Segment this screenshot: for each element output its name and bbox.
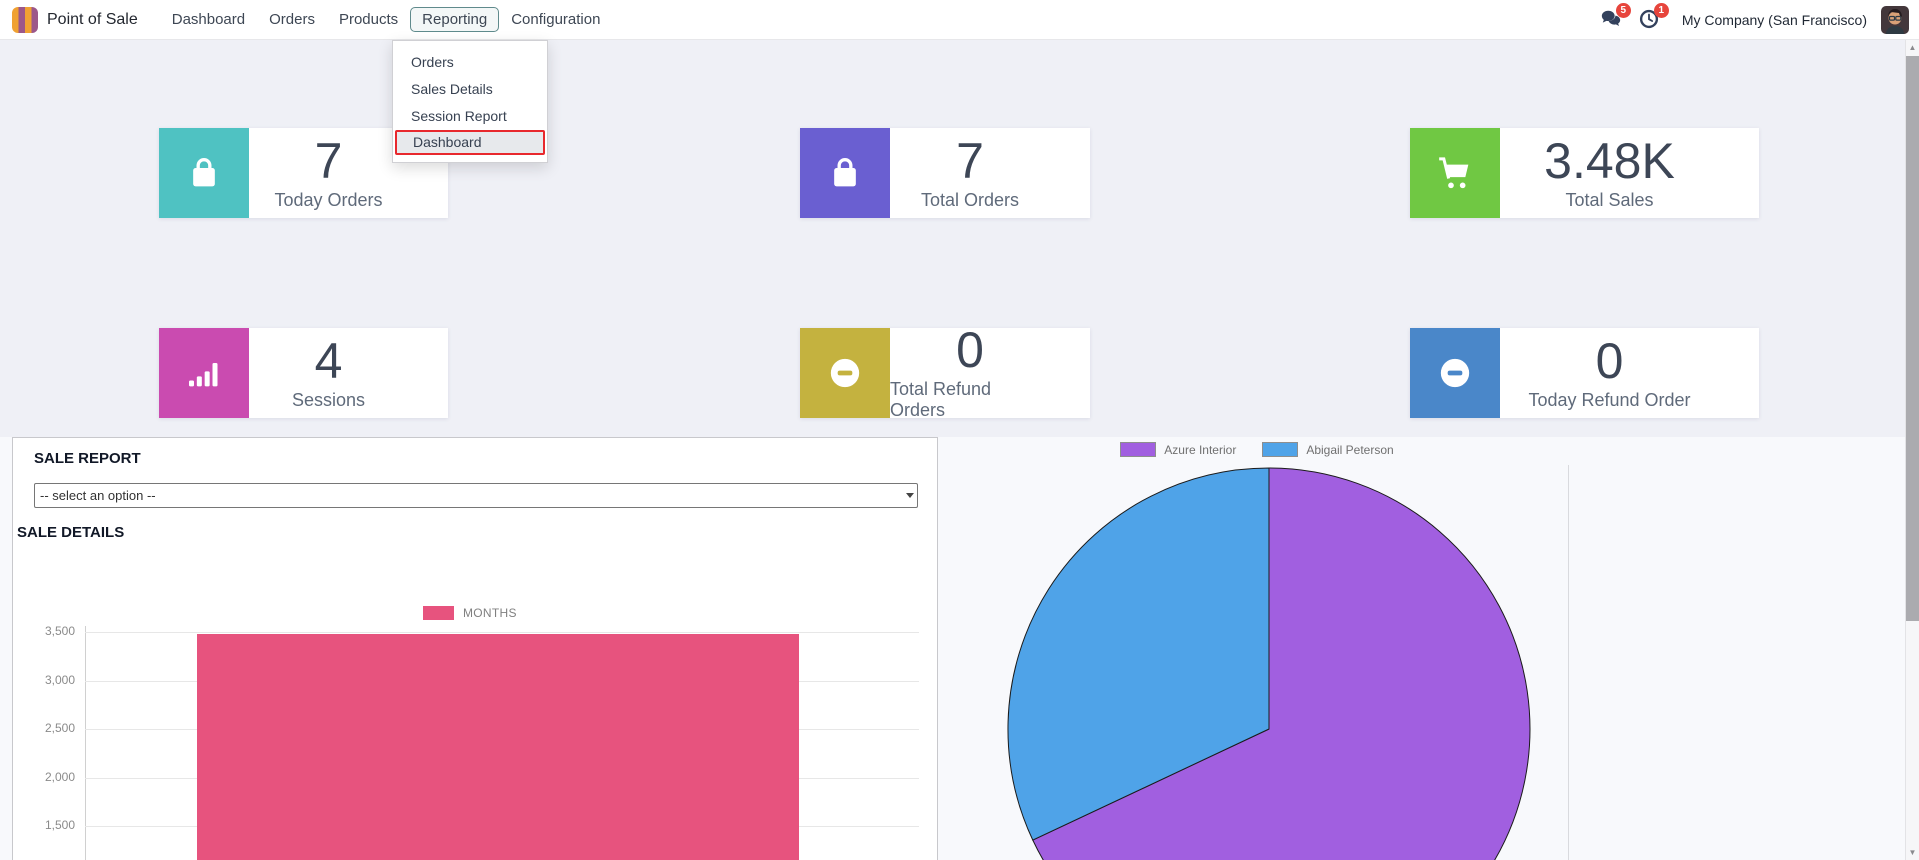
kpi-value: 7 (956, 132, 984, 189)
menu-item-orders[interactable]: Orders (411, 54, 454, 70)
kpi-value: 7 (314, 132, 343, 189)
shopping-bag-icon (800, 128, 890, 218)
legend-label: Abigail Peterson (1306, 442, 1394, 457)
scroll-up-arrow-icon[interactable]: ▲ (1908, 43, 1917, 52)
minus-circle-icon (1410, 328, 1500, 418)
top-navbar: Point of Sale Dashboard Orders Products … (0, 0, 1919, 40)
user-avatar[interactable] (1881, 5, 1909, 34)
legend-label: MONTHS (463, 606, 517, 620)
kpi-label: Today Orders (274, 189, 383, 210)
app-name: Point of Sale (47, 10, 138, 28)
shopping-bag-icon (159, 128, 249, 218)
menu-item-dashboard[interactable]: Dashboard (395, 130, 545, 155)
legend-entry-azure-interior[interactable]: Azure Interior (1120, 442, 1236, 457)
shopping-cart-icon (1410, 128, 1500, 218)
messages-button[interactable]: 5 (1600, 2, 1631, 32)
bar-chart-y-axis (85, 626, 86, 860)
nav-item-dashboard[interactable]: Dashboard (171, 11, 246, 28)
pos-app-icon[interactable] (12, 6, 38, 33)
legend-swatch (1120, 442, 1157, 457)
y-axis-tick-label: 2,000 (44, 769, 75, 784)
legend-swatch-months (423, 606, 454, 620)
nav-item-reporting[interactable]: Reporting (410, 7, 500, 32)
nav-item-products[interactable]: Products (338, 11, 399, 28)
nav-item-orders[interactable]: Orders (269, 11, 315, 28)
gridline (85, 632, 919, 633)
legend-swatch (1262, 442, 1299, 457)
pie-slice-abigail-peterson (1007, 467, 1270, 841)
kpi-label: Total Orders (920, 189, 1020, 210)
kpi-label: Sessions (291, 389, 366, 410)
minus-circle-icon (800, 328, 890, 418)
panel-divider (1568, 465, 1569, 860)
bar-months (197, 633, 799, 860)
legend-entry-abigail-peterson[interactable]: Abigail Peterson (1262, 442, 1394, 457)
kpi-card-total-orders: 7 Total Orders (800, 128, 1090, 218)
company-switcher[interactable]: My Company (San Francisco) (1681, 11, 1867, 28)
y-axis-tick-label: 1,500 (44, 818, 75, 833)
pie-chart-panel: Azure Interior Abigail Peterson (946, 437, 1568, 860)
y-axis-tick-label: 3,500 (44, 624, 75, 638)
menu-item-sales-details[interactable]: Sales Details (411, 81, 493, 97)
pie-chart (1007, 467, 1531, 860)
nav-item-configuration[interactable]: Configuration (511, 11, 601, 28)
kpi-value: 4 (314, 332, 343, 389)
bar-chart-legend[interactable]: MONTHS (423, 606, 517, 620)
sale-report-select[interactable]: -- select an option -- (34, 483, 918, 508)
kpi-card-total-refund-orders: 0 Total Refund Orders (800, 322, 1090, 420)
charts-section: SALE REPORT -- select an option -- SALE … (0, 437, 1905, 860)
kpi-label: Total Sales (1565, 189, 1654, 210)
vertical-scrollbar[interactable]: ▲ ▼ (1905, 40, 1919, 860)
y-axis-tick-label: 2,500 (44, 721, 75, 736)
kpi-card-sessions: 4 Sessions (159, 328, 448, 418)
kpi-value: 0 (1595, 332, 1624, 389)
chat-bubbles-icon (1601, 10, 1620, 26)
menu-item-session-report[interactable]: Session Report (411, 108, 507, 124)
sale-details-title: SALE DETAILS (17, 524, 125, 541)
pie-chart-legend: Azure Interior Abigail Peterson (946, 442, 1568, 457)
sale-report-panel: SALE REPORT -- select an option -- SALE … (12, 437, 938, 860)
kpi-value: 3.48K (1544, 132, 1675, 189)
kpi-label: Total Refund Orders (890, 379, 992, 420)
scrollbar-thumb[interactable] (1906, 56, 1919, 621)
activities-button[interactable]: 1 (1638, 2, 1669, 32)
kpi-value: 0 (956, 322, 984, 378)
pie-slice-azure-interior (1032, 467, 1531, 860)
bar-chart-icon (159, 328, 249, 418)
kpi-card-total-sales: 3.48K Total Sales (1410, 128, 1759, 218)
kpi-card-today-refund-order: 0 Today Refund Order (1410, 328, 1759, 418)
sale-report-title: SALE REPORT (34, 450, 141, 467)
kpi-label: Today Refund Order (1528, 389, 1691, 410)
y-axis-tick-label: 3,000 (44, 672, 75, 687)
scroll-down-arrow-icon[interactable]: ▼ (1908, 848, 1917, 857)
legend-label: Azure Interior (1164, 442, 1237, 457)
activities-badge: 1 (1653, 2, 1669, 18)
clock-icon (1639, 9, 1658, 28)
reporting-dropdown-menu: Orders Sales Details Session Report Dash… (392, 40, 548, 163)
messages-badge: 5 (1615, 2, 1631, 18)
